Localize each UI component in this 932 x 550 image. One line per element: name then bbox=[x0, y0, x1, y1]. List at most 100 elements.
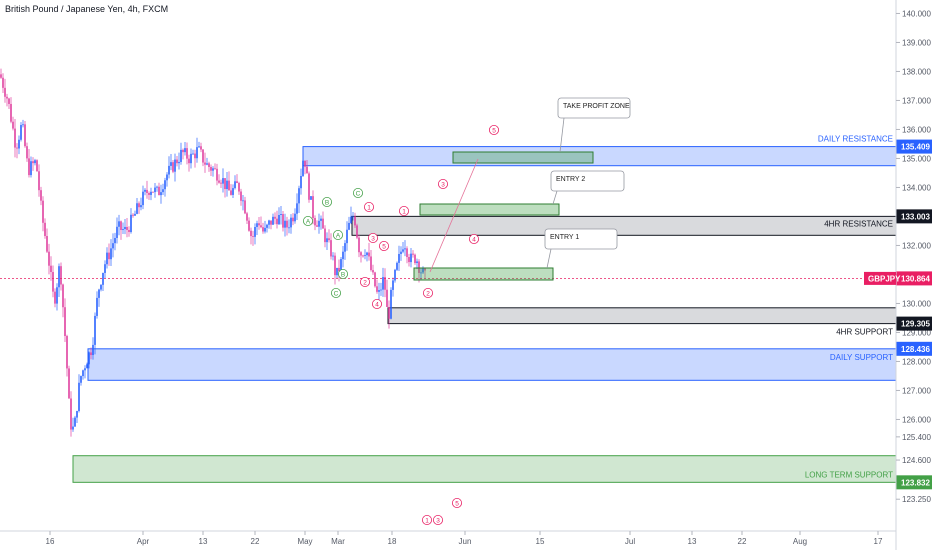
y-tick-label: 137.000 bbox=[902, 96, 931, 105]
candle-body bbox=[118, 221, 120, 227]
candle-body bbox=[164, 180, 166, 190]
candle-body bbox=[104, 264, 106, 273]
take-profit-box[interactable] bbox=[452, 151, 594, 164]
wave-label: 3 bbox=[432, 515, 443, 526]
zone-label: DAILY SUPPORT bbox=[830, 353, 893, 362]
candle-body bbox=[162, 189, 164, 193]
candle-body bbox=[242, 200, 244, 202]
candle-body bbox=[314, 218, 316, 226]
candle-body bbox=[54, 291, 56, 304]
wave-label: A bbox=[332, 229, 343, 240]
candle-body bbox=[402, 249, 404, 252]
x-tick-label: 18 bbox=[388, 537, 397, 546]
callout-pointer bbox=[552, 190, 558, 205]
candle-body bbox=[188, 158, 190, 164]
candle-body bbox=[210, 166, 212, 171]
price-badge-value: 135.409 bbox=[901, 143, 930, 152]
zone-label: 4HR RESISTANCE bbox=[824, 219, 893, 228]
candle-body bbox=[410, 253, 412, 263]
candle-body bbox=[66, 335, 68, 369]
entry-1-box[interactable] bbox=[413, 267, 554, 281]
candle-body bbox=[148, 193, 150, 195]
wave-label: 3 bbox=[367, 232, 378, 243]
wave-label: 4 bbox=[371, 298, 382, 309]
wave-label: C bbox=[352, 187, 363, 198]
candle-body bbox=[198, 146, 200, 148]
wave-label-text: A bbox=[336, 232, 341, 239]
candle-body bbox=[142, 191, 144, 206]
x-tick-label: 17 bbox=[874, 537, 883, 546]
zone-4hr-support[interactable] bbox=[387, 307, 897, 325]
candle-body bbox=[0, 74, 2, 78]
candle-body bbox=[150, 191, 152, 195]
candle-body bbox=[52, 272, 54, 292]
symbol-badge-text: GBPJPY bbox=[868, 274, 901, 283]
candle-body bbox=[346, 229, 348, 244]
candle-body bbox=[92, 344, 94, 356]
callout-pointer bbox=[559, 117, 565, 153]
candle-body bbox=[96, 297, 98, 316]
zone-daily-resistance[interactable] bbox=[302, 146, 897, 167]
candle-body bbox=[18, 139, 20, 149]
candle-body bbox=[394, 269, 396, 281]
candle-body bbox=[230, 190, 232, 195]
candle-body bbox=[170, 162, 172, 166]
candle-body bbox=[20, 125, 22, 140]
zone-4hr-resistance[interactable] bbox=[351, 215, 897, 236]
wave-label-text: 3 bbox=[441, 181, 445, 188]
candle-body bbox=[102, 272, 104, 285]
x-tick-label: Apr bbox=[137, 537, 150, 546]
candle-body bbox=[322, 218, 324, 229]
candle-body bbox=[60, 266, 62, 285]
candle-body bbox=[416, 261, 418, 263]
candle-body bbox=[344, 243, 346, 252]
candle-body bbox=[130, 214, 132, 233]
wave-label: 4 bbox=[468, 233, 479, 244]
candle-body bbox=[256, 223, 258, 228]
candle-body bbox=[180, 149, 182, 162]
zone-daily-support[interactable] bbox=[87, 348, 897, 381]
candle-body bbox=[372, 270, 374, 273]
candle-body bbox=[10, 103, 12, 122]
wave-label: 1 bbox=[363, 201, 374, 212]
wave-label-circle bbox=[468, 233, 479, 244]
candle-body bbox=[16, 147, 18, 149]
candle-body bbox=[14, 128, 16, 148]
candle-body bbox=[260, 225, 262, 228]
candle-body bbox=[40, 190, 42, 201]
candle-body bbox=[6, 96, 8, 99]
candle-body bbox=[294, 213, 296, 222]
time-axis[interactable]: 16 Apr 13 22 May Mar 18 Jun 15 Jul 13 22 Aug 17 bbox=[46, 531, 883, 546]
candle-body bbox=[120, 221, 122, 231]
callout-text: ENTRY 1 bbox=[550, 234, 579, 241]
price-badge-value: 133.003 bbox=[901, 212, 930, 221]
candle-body bbox=[240, 191, 242, 201]
wave-label: B bbox=[337, 268, 348, 279]
callout-box bbox=[557, 97, 631, 119]
wave-label-text: C bbox=[356, 190, 361, 197]
candle-body bbox=[254, 227, 256, 237]
candle-body bbox=[158, 186, 160, 196]
callout-take-profit-zone[interactable]: TAKE PROFIT ZONE bbox=[557, 97, 631, 153]
x-tick-label: 15 bbox=[536, 537, 545, 546]
candle-body bbox=[236, 181, 238, 184]
projection-arrow-line bbox=[429, 158, 479, 273]
callout-entry-1[interactable]: ENTRY 1 bbox=[544, 228, 618, 269]
candle-body bbox=[62, 284, 64, 308]
candle-body bbox=[186, 148, 188, 159]
candle-body bbox=[384, 277, 386, 290]
entry-2-box[interactable] bbox=[419, 203, 560, 216]
candle-body bbox=[56, 287, 58, 304]
y-tick-label: 127.000 bbox=[902, 386, 931, 395]
price-axis[interactable]: 140.000 139.000 138.000 137.000 136.000 135.0… bbox=[896, 9, 931, 504]
zone-long-term-support[interactable] bbox=[72, 455, 897, 483]
callout-entry-2[interactable]: ENTRY 2 bbox=[550, 170, 625, 205]
candle-body bbox=[160, 192, 162, 196]
candle-body bbox=[124, 226, 126, 230]
candle-body bbox=[376, 286, 378, 292]
candle-body bbox=[296, 203, 298, 214]
candle-body bbox=[204, 162, 206, 165]
wave-label-circle bbox=[337, 268, 348, 279]
zone-label: DAILY RESISTANCE bbox=[818, 135, 893, 144]
